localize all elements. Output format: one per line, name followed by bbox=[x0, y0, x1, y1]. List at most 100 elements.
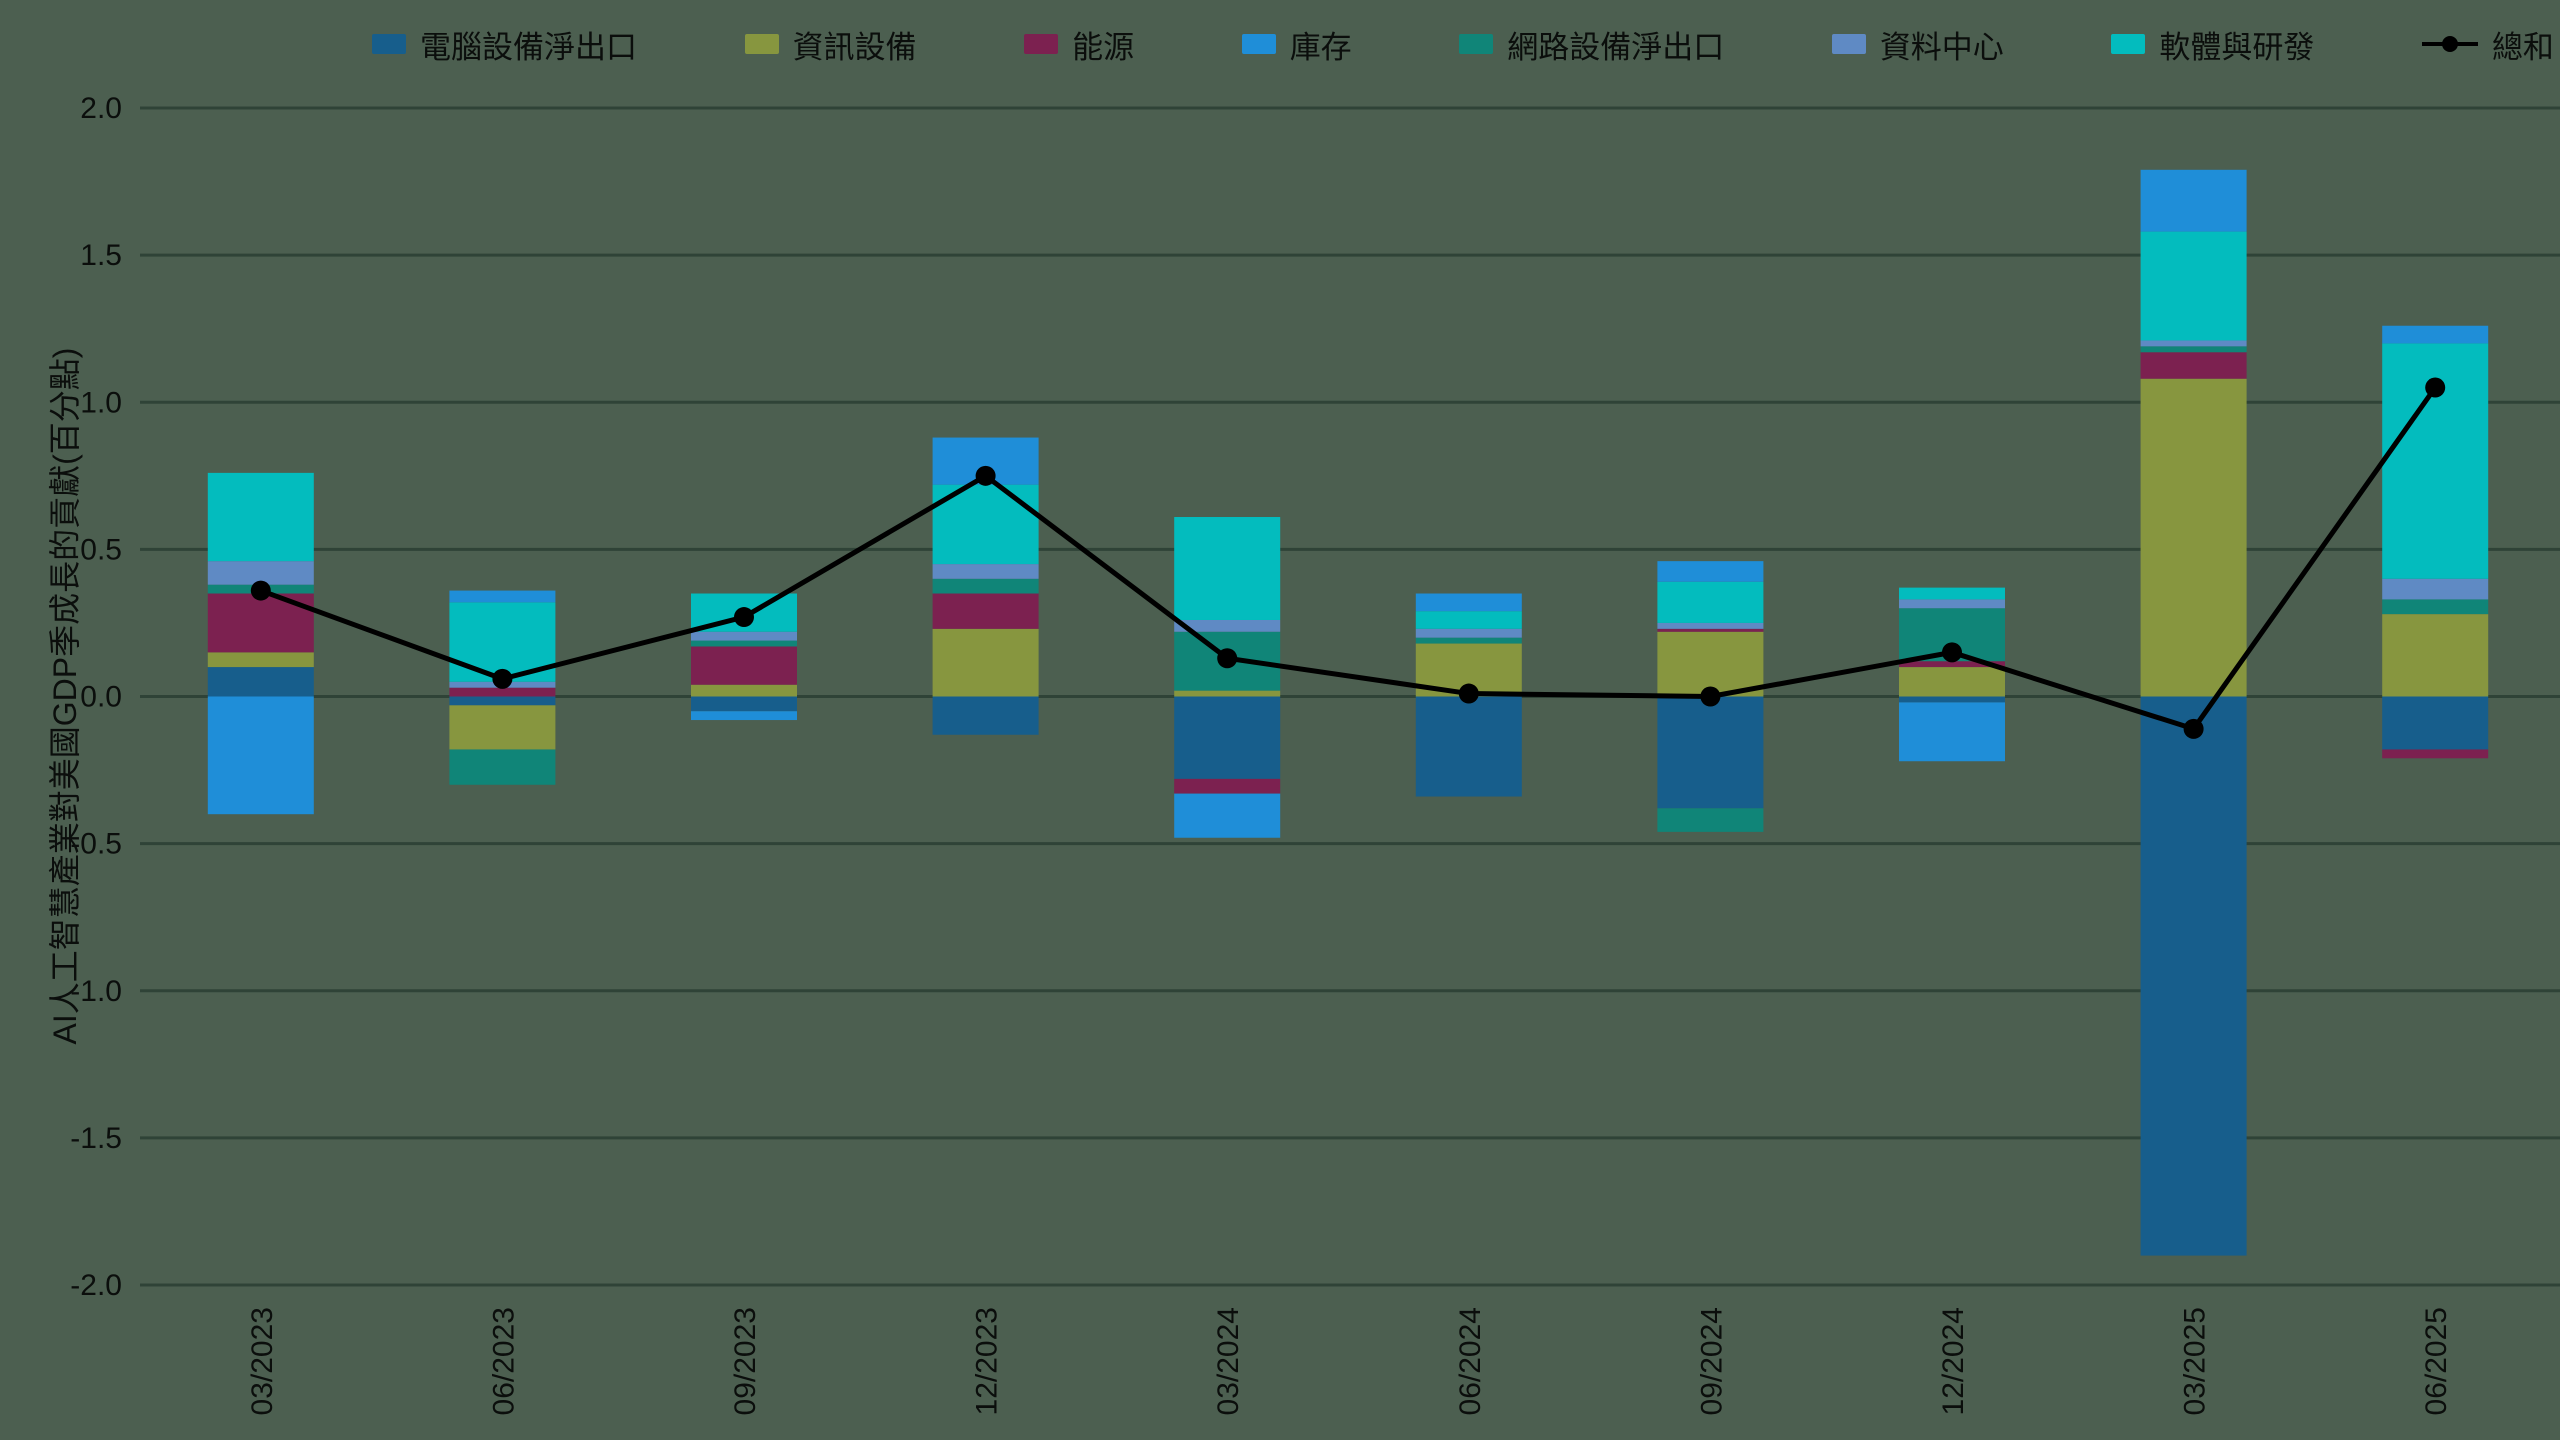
legend-label: 網路設備淨出口 bbox=[1507, 29, 1725, 65]
computer-net-exports-swatch-icon bbox=[372, 34, 406, 54]
bar-segment-energy bbox=[2382, 749, 2489, 759]
inventory-swatch-icon bbox=[1241, 34, 1276, 54]
bar-segment-data-center bbox=[2382, 578, 2489, 600]
x-tick-label: 09/2023 bbox=[729, 1307, 762, 1415]
bar-segment-computer-net-exports bbox=[1657, 696, 1764, 809]
legend-item-energy: 能源 bbox=[1024, 22, 1134, 67]
total-line bbox=[259, 386, 2438, 732]
total-point bbox=[1458, 683, 1479, 704]
total-line-marker-icon bbox=[2421, 34, 2478, 54]
data-center-swatch-icon bbox=[1831, 34, 1866, 54]
bar-segment-energy bbox=[1174, 778, 1281, 794]
bar-segment-inventory bbox=[1657, 561, 1764, 582]
bar-segment-info-equipment bbox=[1657, 631, 1764, 697]
legend-label: 資料中心 bbox=[1879, 29, 2004, 65]
bar-segment-software-rd bbox=[1657, 581, 1764, 623]
x-tick-label: 06/2024 bbox=[1454, 1307, 1487, 1415]
bar-segment-inventory bbox=[1174, 793, 1281, 838]
legend-item-data-center: 資料中心 bbox=[1831, 22, 2004, 67]
bar-segment-info-equipment bbox=[2140, 378, 2247, 697]
bar-segment-inventory bbox=[1415, 593, 1522, 612]
y-tick-label: 0.5 bbox=[80, 533, 122, 566]
bar-segment-network-net-exports bbox=[1415, 637, 1522, 644]
bar-segment-network-net-exports bbox=[932, 578, 1039, 594]
network-net-exports-swatch-icon bbox=[1459, 34, 1494, 54]
y-tick-label: -2.0 bbox=[70, 1269, 122, 1302]
x-tick-label: 06/2025 bbox=[2420, 1307, 2453, 1415]
bar-segment-network-net-exports bbox=[691, 640, 797, 647]
total-point bbox=[1217, 648, 1238, 669]
bar-segment-info-equipment bbox=[449, 705, 556, 750]
energy-swatch-icon bbox=[1024, 34, 1059, 54]
y-tick-label: -0.5 bbox=[70, 828, 122, 861]
bar-segment-data-center bbox=[207, 561, 314, 585]
bar-segment-data-center bbox=[2140, 340, 2247, 347]
bar-segment-energy bbox=[691, 646, 797, 685]
legend: 電腦設備淨出口 資訊設備 能源 庫存 網路設備淨出口 資料中心 軟體與研發 總和 bbox=[372, 18, 2554, 70]
bar-segment-inventory bbox=[207, 696, 314, 815]
bar-segment-data-center bbox=[691, 631, 797, 641]
bar-segment-data-center bbox=[1174, 619, 1281, 632]
total-point bbox=[250, 580, 271, 601]
bar-segment-inventory bbox=[691, 711, 797, 721]
total-point bbox=[734, 607, 754, 628]
bar-segment-computer-net-exports bbox=[207, 667, 314, 697]
bar-segment-inventory bbox=[2140, 169, 2247, 232]
bar-segment-energy bbox=[2140, 352, 2247, 379]
bar-segment-computer-net-exports bbox=[691, 696, 797, 712]
x-tick-label: 03/2024 bbox=[1212, 1307, 1245, 1415]
y-tick-label: 0.0 bbox=[80, 681, 122, 714]
bar-segment-energy bbox=[449, 687, 556, 697]
bar-segment-computer-net-exports bbox=[449, 696, 556, 706]
bar-segment-data-center bbox=[1415, 628, 1522, 638]
bar-segment-software-rd bbox=[1415, 611, 1522, 629]
legend-item-software-rd: 軟體與研發 bbox=[2111, 22, 2314, 67]
total-point bbox=[2425, 377, 2446, 398]
bar-segment-network-net-exports bbox=[1657, 808, 1764, 832]
bar-segment-software-rd bbox=[2140, 231, 2247, 341]
bar-segment-info-equipment bbox=[2382, 614, 2489, 697]
legend-item-inventory: 庫存 bbox=[1241, 22, 1352, 67]
x-tick-label: 09/2024 bbox=[1695, 1307, 1728, 1415]
bar-segment-info-equipment bbox=[207, 652, 314, 668]
bar-segment-energy bbox=[1899, 661, 2005, 668]
legend-item-info-equipment: 資訊設備 bbox=[744, 22, 917, 67]
bar-segment-energy bbox=[1657, 628, 1764, 632]
y-tick-label: 1.5 bbox=[80, 239, 122, 272]
bar-segment-software-rd bbox=[207, 472, 314, 562]
bar-segment-info-equipment bbox=[691, 684, 797, 697]
total-point bbox=[1700, 686, 1721, 707]
bar-segment-data-center bbox=[1657, 622, 1764, 629]
total-point bbox=[1942, 642, 1962, 663]
bar-segment-data-center bbox=[1899, 599, 2005, 609]
bar-segment-computer-net-exports bbox=[2382, 696, 2489, 750]
x-tick-label: 12/2023 bbox=[971, 1307, 1004, 1415]
y-tick-label: 1.0 bbox=[80, 386, 122, 419]
legend-label: 總和 bbox=[2491, 29, 2554, 65]
bar-segment-computer-net-exports bbox=[932, 696, 1039, 735]
x-tick-label: 06/2023 bbox=[487, 1307, 520, 1415]
dot-icon bbox=[2441, 36, 2458, 52]
legend-item-total: 總和 bbox=[2421, 22, 2554, 67]
legend-label: 能源 bbox=[1072, 29, 1135, 65]
total-point bbox=[492, 668, 513, 689]
software-rd-swatch-icon bbox=[2111, 34, 2146, 54]
bar-segment-inventory bbox=[449, 590, 556, 603]
bar-segment-network-net-exports bbox=[2382, 599, 2489, 615]
x-tick-label: 03/2023 bbox=[246, 1307, 279, 1415]
bar-segment-computer-net-exports bbox=[1899, 696, 2005, 703]
bar-segment-energy bbox=[932, 593, 1039, 629]
y-tick-label: 2.0 bbox=[80, 92, 122, 125]
legend-item-network-net-exports: 網路設備淨出口 bbox=[1459, 22, 1724, 67]
y-tick-label: -1.5 bbox=[70, 1122, 122, 1155]
bar-segment-computer-net-exports bbox=[2140, 696, 2247, 1256]
info-equipment-swatch-icon bbox=[744, 34, 779, 54]
bar-segment-info-equipment bbox=[932, 628, 1039, 697]
x-tick-label: 03/2025 bbox=[2179, 1307, 2212, 1415]
legend-label: 軟體與研發 bbox=[2159, 29, 2315, 65]
x-tick-label: 12/2024 bbox=[1937, 1307, 1970, 1415]
bar-segment-network-net-exports bbox=[2140, 346, 2247, 353]
bar-segment-computer-net-exports bbox=[1415, 696, 1522, 797]
legend-label: 資訊設備 bbox=[792, 29, 917, 65]
